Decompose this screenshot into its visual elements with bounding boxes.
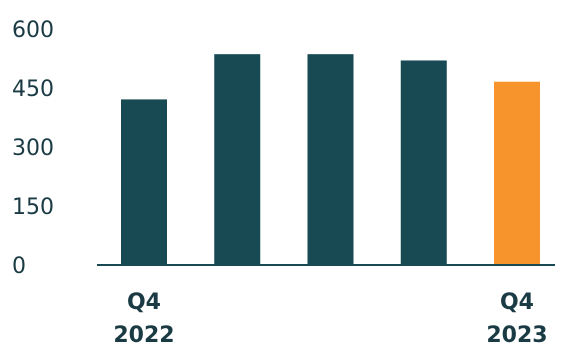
y-tick-label: 0 bbox=[12, 254, 26, 279]
bar bbox=[400, 60, 447, 265]
bar-highlight bbox=[494, 81, 540, 265]
x-tick-label: Q4 bbox=[127, 290, 161, 315]
y-tick-label: 300 bbox=[12, 136, 54, 161]
y-tick-label: 600 bbox=[12, 18, 54, 43]
bar bbox=[214, 54, 261, 265]
bar bbox=[307, 54, 354, 265]
bars bbox=[121, 54, 540, 265]
y-tick-label: 150 bbox=[12, 195, 54, 220]
x-tick-label: 2023 bbox=[486, 323, 547, 344]
x-axis-ticks: Q4 2022 Q4 2023 bbox=[113, 290, 547, 344]
bar bbox=[121, 99, 167, 265]
y-axis-ticks: 0 150 300 450 600 bbox=[12, 18, 54, 279]
x-tick-label: Q4 bbox=[500, 290, 534, 315]
y-tick-label: 450 bbox=[12, 77, 54, 102]
x-tick-label: 2022 bbox=[113, 323, 174, 344]
